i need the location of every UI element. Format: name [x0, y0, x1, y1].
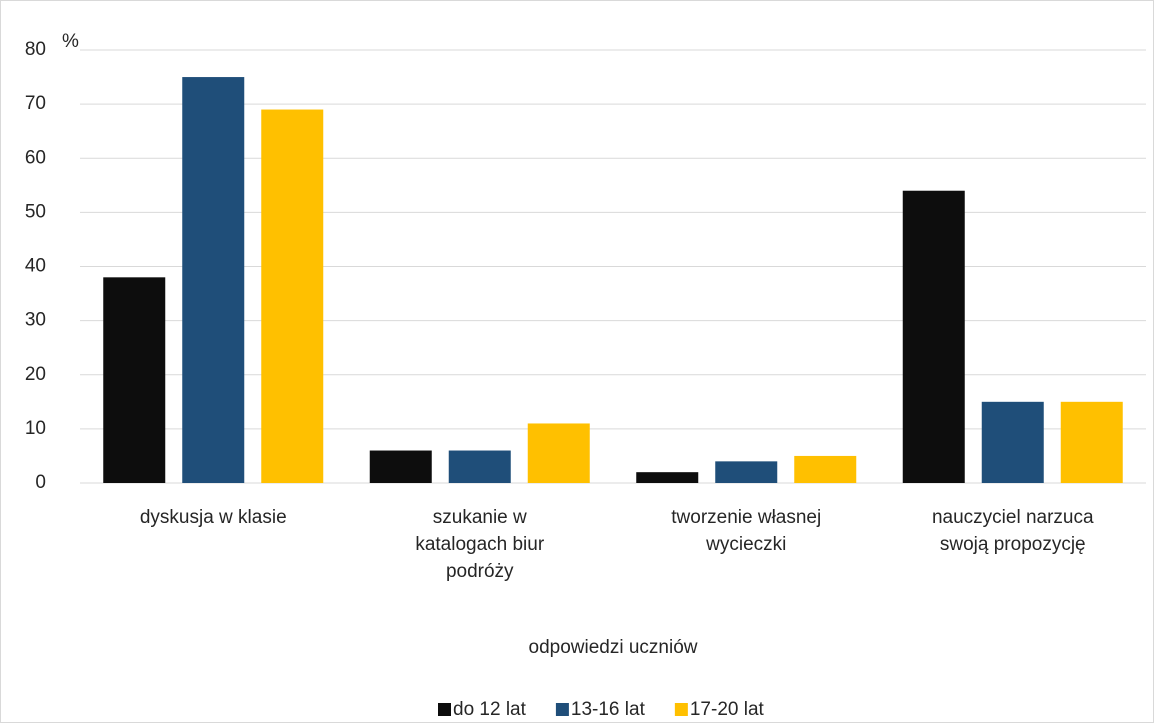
bar [369, 450, 432, 483]
x-tick-label: tworzenie własnej wycieczki [671, 507, 821, 555]
bar [448, 450, 511, 483]
legend-label: 17-20 lat [690, 699, 765, 720]
bar [103, 277, 166, 483]
y-tick-label: 30 [25, 310, 46, 331]
y-axis-label: % [62, 31, 79, 52]
bar [902, 190, 965, 483]
bar [527, 423, 590, 483]
legend-swatch [674, 703, 688, 716]
bar [1060, 401, 1123, 483]
bar [981, 401, 1044, 483]
y-tick-label: 60 [25, 147, 46, 168]
bar [636, 472, 699, 483]
bar [794, 455, 857, 483]
x-tick-label: szukanie w katalogach biur podróży [415, 507, 545, 582]
y-tick-label: 20 [25, 364, 46, 385]
y-tick-label: 50 [25, 201, 46, 222]
legend-swatch [555, 703, 569, 716]
y-tick-label: 40 [25, 256, 46, 277]
x-tick-label: dyskusja w klasie [140, 507, 287, 528]
x-axis-label: odpowiedzi uczniów [529, 637, 698, 658]
legend-swatch [438, 703, 451, 716]
y-tick-label: 0 [35, 472, 46, 493]
x-tick-label: nauczyciel narzuca swoją propozycję [932, 507, 1094, 555]
bar [182, 77, 245, 483]
y-tick-label: 80 [25, 39, 46, 60]
bar [261, 109, 324, 483]
legend-label: do 12 lat [453, 699, 527, 720]
legend-label: 13-16 lat [571, 699, 646, 720]
y-tick-label: 10 [25, 418, 46, 439]
bar [715, 461, 778, 483]
y-tick-label: 70 [25, 93, 46, 114]
